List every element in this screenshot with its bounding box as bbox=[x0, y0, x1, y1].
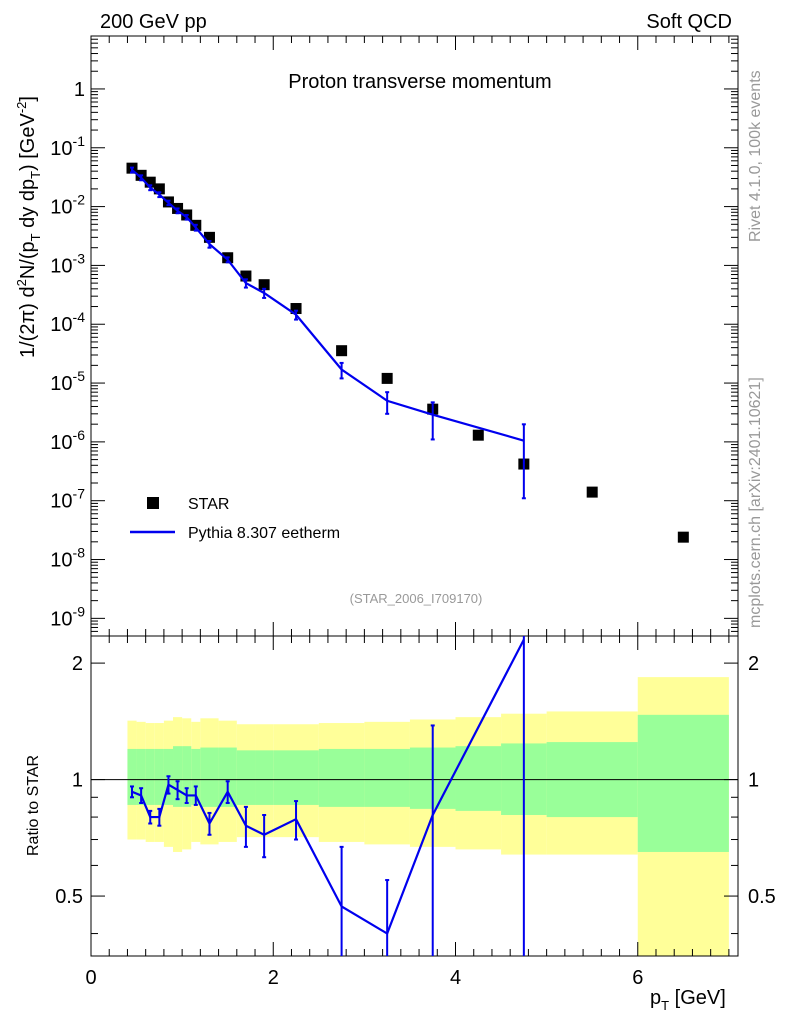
legend: STAR Pythia 8.307 eetherm bbox=[130, 496, 340, 542]
ratio-inner-band bbox=[154, 748, 164, 805]
ratio-y-tick-label: 1 bbox=[72, 770, 83, 792]
x-axis-label: pT [GeV] bbox=[650, 987, 726, 1013]
x-tick-label: 2 bbox=[268, 967, 279, 989]
ratio-series-group bbox=[130, 636, 525, 956]
ratio-y-axis-label: Ratio to STAR bbox=[25, 755, 42, 856]
star-data-point bbox=[290, 303, 302, 315]
main-y-tick-label: 1 bbox=[74, 79, 85, 101]
svg-text:1/(2π) d2N/(pT dy dpT) [GeV-: 1/(2π) d2N/(pT dy dpT) [GeV-2] bbox=[14, 96, 43, 358]
ratio-inner-band bbox=[191, 748, 201, 805]
ratio-inner-band bbox=[136, 748, 146, 805]
ratio-inner-band bbox=[127, 748, 137, 805]
ratio-inner-band bbox=[273, 750, 319, 805]
ratio-inner-band bbox=[182, 746, 192, 807]
legend-star-marker bbox=[147, 497, 159, 509]
reference-tag-label: (STAR_2006_I709170) bbox=[350, 591, 483, 606]
ratio-frame bbox=[90, 635, 739, 957]
ratio-y-tick-label: 2 bbox=[72, 653, 83, 675]
main-y-tick-label: 10-1 bbox=[50, 133, 85, 160]
header-right-label: Soft QCD bbox=[646, 11, 732, 33]
legend-pythia-label: Pythia 8.307 eetherm bbox=[188, 525, 340, 542]
ratio-inner-band bbox=[236, 750, 256, 805]
main-y-tick-label: 10-5 bbox=[50, 368, 85, 395]
main-y-tick-label: 10-6 bbox=[50, 427, 85, 454]
ratio-y-tick-label-right: 2 bbox=[748, 653, 759, 675]
ratio-inner-band bbox=[173, 746, 183, 807]
star-data-point bbox=[144, 176, 156, 188]
ratio-y-tick-label: 0.5 bbox=[55, 886, 83, 908]
star-data-point bbox=[586, 486, 598, 498]
ratio-inner-band bbox=[218, 747, 237, 807]
legend-star-label: STAR bbox=[188, 496, 229, 513]
ratio-inner-band bbox=[200, 747, 219, 807]
ratio-y-tick-label-right: 0.5 bbox=[748, 886, 776, 908]
ratio-inner-band bbox=[318, 748, 365, 807]
mcplots-site-label: mcplots.cern.ch [arXiv:2401.10621] bbox=[747, 377, 764, 628]
star-data-point bbox=[240, 270, 252, 282]
ratio-inner-band bbox=[637, 714, 729, 852]
star-data-point bbox=[336, 345, 348, 357]
ratio-panel: 0.5 0.5 1 1 2 2 0 2 4 6 bbox=[55, 635, 776, 989]
main-y-tick-label: 10-2 bbox=[50, 192, 85, 219]
star-data-point bbox=[677, 531, 689, 543]
star-data-point bbox=[258, 279, 270, 291]
ratio-inner-band bbox=[255, 750, 274, 805]
main-y-tick-label: 10-7 bbox=[50, 486, 85, 513]
main-y-tick-label: 10-9 bbox=[50, 603, 85, 630]
x-tick-label: 6 bbox=[632, 967, 643, 989]
header-left-label: 200 GeV pp bbox=[100, 11, 207, 33]
x-tick-label: 4 bbox=[450, 967, 461, 989]
main-frame bbox=[90, 35, 739, 637]
star-data-point bbox=[203, 231, 215, 243]
ratio-inner-band bbox=[145, 748, 155, 805]
main-y-tick-label: 10-3 bbox=[50, 250, 85, 277]
main-y-axis-label: 1/(2π) d2N/(pT dy dpT) [GeV-2] bbox=[14, 96, 43, 358]
main-y-tick-label: 10-4 bbox=[50, 309, 85, 336]
main-y-tick-label: 10-8 bbox=[50, 545, 85, 572]
main-panel: 1 10-1 10-2 10-3 10-4 10-5 10-6 10-7 10-8 10-9 bbox=[50, 35, 739, 637]
ratio-inner-band bbox=[364, 748, 410, 807]
rivet-version-label: Rivet 4.1.0, 100k events bbox=[747, 70, 764, 242]
ratio-y-tick-label-right: 1 bbox=[748, 770, 759, 792]
svg-text:pT [GeV]: pT [GeV] bbox=[650, 987, 726, 1013]
star-data-point bbox=[472, 429, 484, 441]
x-tick-label: 0 bbox=[85, 967, 96, 989]
star-data-point bbox=[153, 183, 165, 195]
star-data-point bbox=[381, 372, 393, 384]
main-chart-title: Proton transverse momentum bbox=[288, 71, 551, 93]
